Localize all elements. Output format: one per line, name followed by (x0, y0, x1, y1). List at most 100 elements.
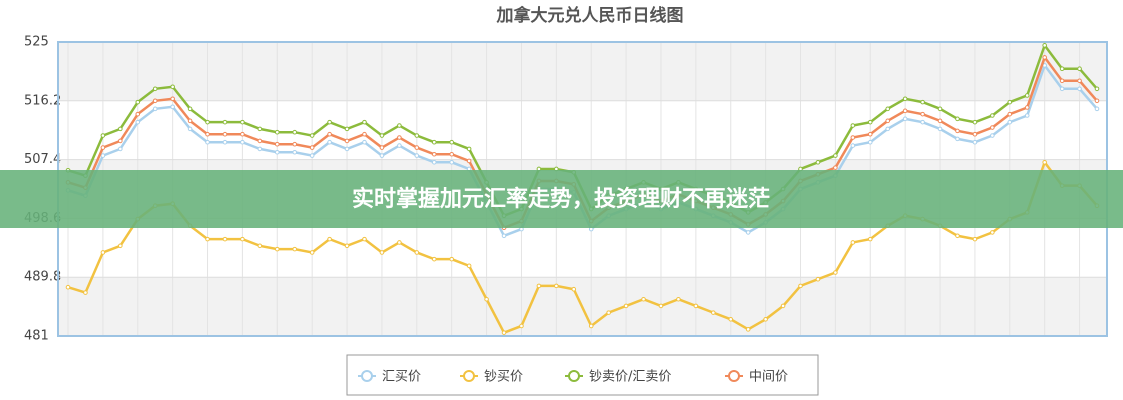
point (519, 323, 524, 329)
point (955, 233, 960, 239)
point (431, 256, 437, 262)
point (955, 128, 960, 134)
point (920, 119, 925, 125)
point (240, 139, 245, 145)
point (990, 113, 995, 118)
point (344, 126, 350, 132)
point (885, 126, 891, 132)
point (902, 96, 908, 102)
point (327, 119, 332, 125)
point (902, 116, 908, 122)
point (990, 133, 995, 138)
point (135, 99, 141, 105)
point (1024, 113, 1030, 118)
legend-label: 汇买价 (382, 370, 421, 385)
legend-marker (728, 370, 740, 382)
y-tick-label: 516.2 (24, 93, 61, 108)
point (327, 139, 332, 145)
point (850, 143, 856, 148)
point (397, 240, 402, 245)
point (327, 131, 332, 137)
point (83, 290, 88, 295)
point (362, 119, 367, 125)
point (309, 250, 315, 255)
y-tick-label: 525 (24, 35, 49, 50)
point (1059, 86, 1065, 92)
point (658, 303, 664, 309)
point (606, 310, 611, 315)
point (379, 250, 385, 255)
point (536, 283, 542, 289)
point (972, 119, 978, 125)
point (728, 316, 734, 322)
point (414, 145, 420, 150)
point (414, 250, 420, 255)
point (152, 106, 158, 112)
point (187, 126, 193, 132)
point (205, 119, 210, 125)
point (937, 126, 943, 132)
point (118, 126, 123, 132)
point (309, 153, 315, 158)
point (397, 123, 402, 128)
point (466, 263, 472, 269)
point (972, 131, 978, 137)
point (292, 246, 298, 252)
legend-label: 钞卖价/汇卖价 (589, 370, 671, 385)
point (292, 129, 298, 135)
point (990, 230, 995, 235)
point (955, 136, 960, 142)
point (466, 146, 472, 152)
point (170, 104, 175, 110)
point (867, 139, 873, 145)
point (641, 296, 646, 302)
point (118, 146, 123, 152)
point (850, 240, 856, 245)
point (1007, 99, 1013, 105)
point (763, 316, 768, 322)
point (292, 149, 298, 155)
point (990, 125, 995, 130)
point (362, 139, 367, 145)
point (676, 296, 681, 302)
legend-marker (568, 370, 580, 382)
point (222, 119, 228, 125)
point (501, 233, 507, 239)
point (222, 131, 228, 137)
point (344, 138, 350, 144)
point (920, 111, 925, 117)
point (187, 106, 193, 112)
chart-title: 加拿大元兑人民币日线图 (496, 5, 684, 26)
point (449, 256, 454, 262)
point (1059, 66, 1065, 72)
point (152, 86, 158, 92)
point (397, 135, 402, 140)
point (588, 323, 594, 329)
point (850, 135, 856, 140)
point (449, 139, 454, 145)
point (100, 250, 106, 255)
point (397, 143, 402, 148)
point (170, 84, 175, 90)
point (309, 133, 315, 138)
point (100, 145, 106, 150)
point (1042, 43, 1047, 48)
point (867, 131, 873, 137)
point (274, 149, 280, 155)
point (135, 111, 141, 117)
point (414, 133, 420, 138)
point (449, 159, 454, 165)
point (362, 131, 367, 137)
point (240, 119, 245, 125)
point (920, 99, 925, 105)
point (257, 138, 263, 144)
point (1094, 106, 1100, 112)
point (274, 129, 280, 135)
grid-band (58, 42, 1107, 101)
point (571, 286, 577, 292)
point (431, 139, 437, 145)
point (344, 243, 350, 249)
point (937, 106, 943, 112)
point (1042, 55, 1047, 60)
